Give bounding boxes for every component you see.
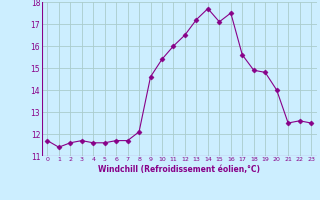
- X-axis label: Windchill (Refroidissement éolien,°C): Windchill (Refroidissement éolien,°C): [98, 165, 260, 174]
